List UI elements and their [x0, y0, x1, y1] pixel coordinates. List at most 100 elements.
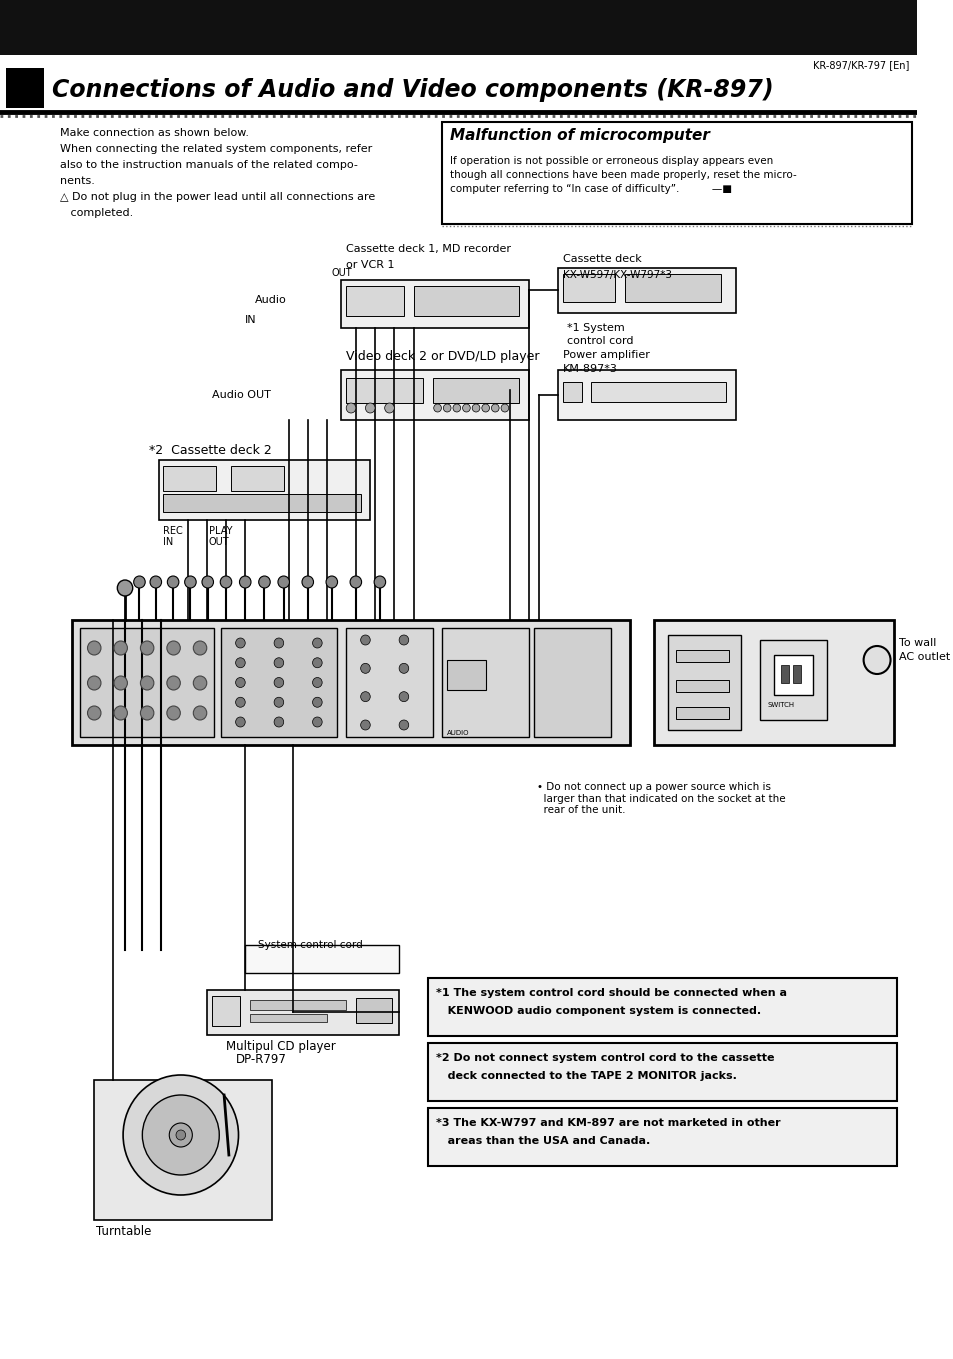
Circle shape: [313, 678, 322, 688]
Circle shape: [235, 637, 245, 648]
Text: IN: IN: [163, 537, 173, 548]
Circle shape: [274, 637, 283, 648]
Circle shape: [453, 404, 460, 412]
Bar: [6, 68, 44, 107]
Circle shape: [117, 580, 132, 597]
Circle shape: [274, 697, 283, 707]
Circle shape: [313, 718, 322, 727]
Circle shape: [862, 646, 889, 674]
Bar: [668, 635, 740, 730]
Circle shape: [326, 576, 337, 588]
Bar: [158, 459, 370, 520]
Circle shape: [398, 635, 408, 646]
Circle shape: [239, 576, 251, 588]
Text: Malfunction of microcomputer: Malfunction of microcomputer: [450, 128, 709, 143]
Text: though all connections have been made properly, reset the micro-: though all connections have been made pr…: [450, 170, 796, 179]
Circle shape: [167, 576, 179, 588]
Text: Audio OUT: Audio OUT: [212, 390, 270, 400]
Bar: [533, 628, 610, 737]
Text: Cassette deck: Cassette deck: [562, 254, 640, 264]
Bar: [355, 998, 392, 1023]
Text: *2 Do not connect system control cord to the cassette: *2 Do not connect system control cord to…: [436, 1053, 773, 1063]
Text: OUT: OUT: [209, 537, 229, 548]
Circle shape: [140, 675, 153, 690]
Text: △ Do not plug in the power lead until all connections are: △ Do not plug in the power lead until al…: [60, 192, 375, 202]
Circle shape: [113, 675, 128, 690]
Text: PLAY: PLAY: [209, 526, 232, 535]
Bar: [591, 382, 725, 402]
Circle shape: [123, 1075, 238, 1195]
Bar: [341, 370, 528, 420]
Text: REC: REC: [163, 526, 183, 535]
Bar: [558, 268, 735, 313]
Bar: [231, 466, 283, 491]
Circle shape: [202, 576, 213, 588]
Circle shape: [185, 576, 196, 588]
Circle shape: [235, 697, 245, 707]
Text: Audio: Audio: [254, 295, 286, 304]
Bar: [428, 1108, 897, 1166]
Circle shape: [235, 678, 245, 688]
Text: KR-897/KR-797 [En]: KR-897/KR-797 [En]: [813, 60, 909, 71]
Bar: [94, 1080, 272, 1220]
Text: When connecting the related system components, refer: When connecting the related system compo…: [60, 144, 372, 154]
Text: To wall: To wall: [899, 637, 936, 648]
Circle shape: [500, 404, 508, 412]
Circle shape: [434, 404, 441, 412]
Circle shape: [274, 678, 283, 688]
Circle shape: [167, 705, 180, 720]
Bar: [428, 978, 897, 1036]
Circle shape: [472, 404, 479, 412]
Circle shape: [113, 705, 128, 720]
Text: deck connected to the TAPE 2 MONITOR jacks.: deck connected to the TAPE 2 MONITOR jac…: [436, 1071, 736, 1080]
Bar: [624, 275, 720, 302]
Circle shape: [491, 404, 498, 412]
Circle shape: [140, 705, 153, 720]
Circle shape: [360, 692, 370, 701]
Text: nents.: nents.: [60, 177, 94, 186]
Circle shape: [193, 705, 207, 720]
Text: Make connection as shown below.: Make connection as shown below.: [60, 128, 249, 139]
Bar: [442, 122, 911, 224]
Text: OUT: OUT: [332, 268, 352, 279]
Circle shape: [277, 576, 289, 588]
Circle shape: [313, 697, 322, 707]
Bar: [250, 1014, 327, 1022]
Bar: [781, 665, 788, 684]
Circle shape: [88, 705, 101, 720]
Bar: [346, 378, 423, 404]
Text: DP-R797: DP-R797: [235, 1053, 286, 1065]
Bar: [346, 285, 403, 317]
Text: • Do not connect up a power source which is
  larger than that indicated on the : • Do not connect up a power source which…: [537, 781, 784, 815]
Text: Cassette deck 1, MD recorder: Cassette deck 1, MD recorder: [346, 245, 511, 254]
Bar: [759, 640, 826, 720]
Bar: [163, 495, 360, 512]
Circle shape: [140, 641, 153, 655]
Bar: [676, 650, 728, 662]
Text: AC outlet: AC outlet: [899, 652, 949, 662]
Circle shape: [220, 576, 232, 588]
Circle shape: [175, 1129, 186, 1140]
Circle shape: [313, 637, 322, 648]
Bar: [558, 370, 735, 420]
Bar: [653, 620, 894, 745]
Text: *1 The system control cord should be connected when a: *1 The system control cord should be con…: [436, 988, 786, 998]
Bar: [72, 620, 629, 745]
Bar: [676, 680, 728, 692]
Circle shape: [235, 658, 245, 667]
Bar: [447, 660, 485, 690]
Circle shape: [274, 658, 283, 667]
Bar: [433, 378, 518, 404]
Circle shape: [384, 404, 394, 413]
Text: computer referring to “In case of difficulty”.          —■: computer referring to “In case of diffic…: [450, 183, 731, 194]
Bar: [207, 989, 398, 1036]
Circle shape: [113, 641, 128, 655]
Text: completed.: completed.: [60, 208, 132, 217]
Bar: [245, 945, 398, 973]
Bar: [793, 665, 801, 684]
Text: also to the instruction manuals of the related compo-: also to the instruction manuals of the r…: [60, 160, 357, 170]
Text: control cord: control cord: [567, 336, 633, 347]
Bar: [428, 1042, 897, 1101]
Text: *1 System: *1 System: [567, 323, 624, 333]
Bar: [774, 655, 812, 694]
